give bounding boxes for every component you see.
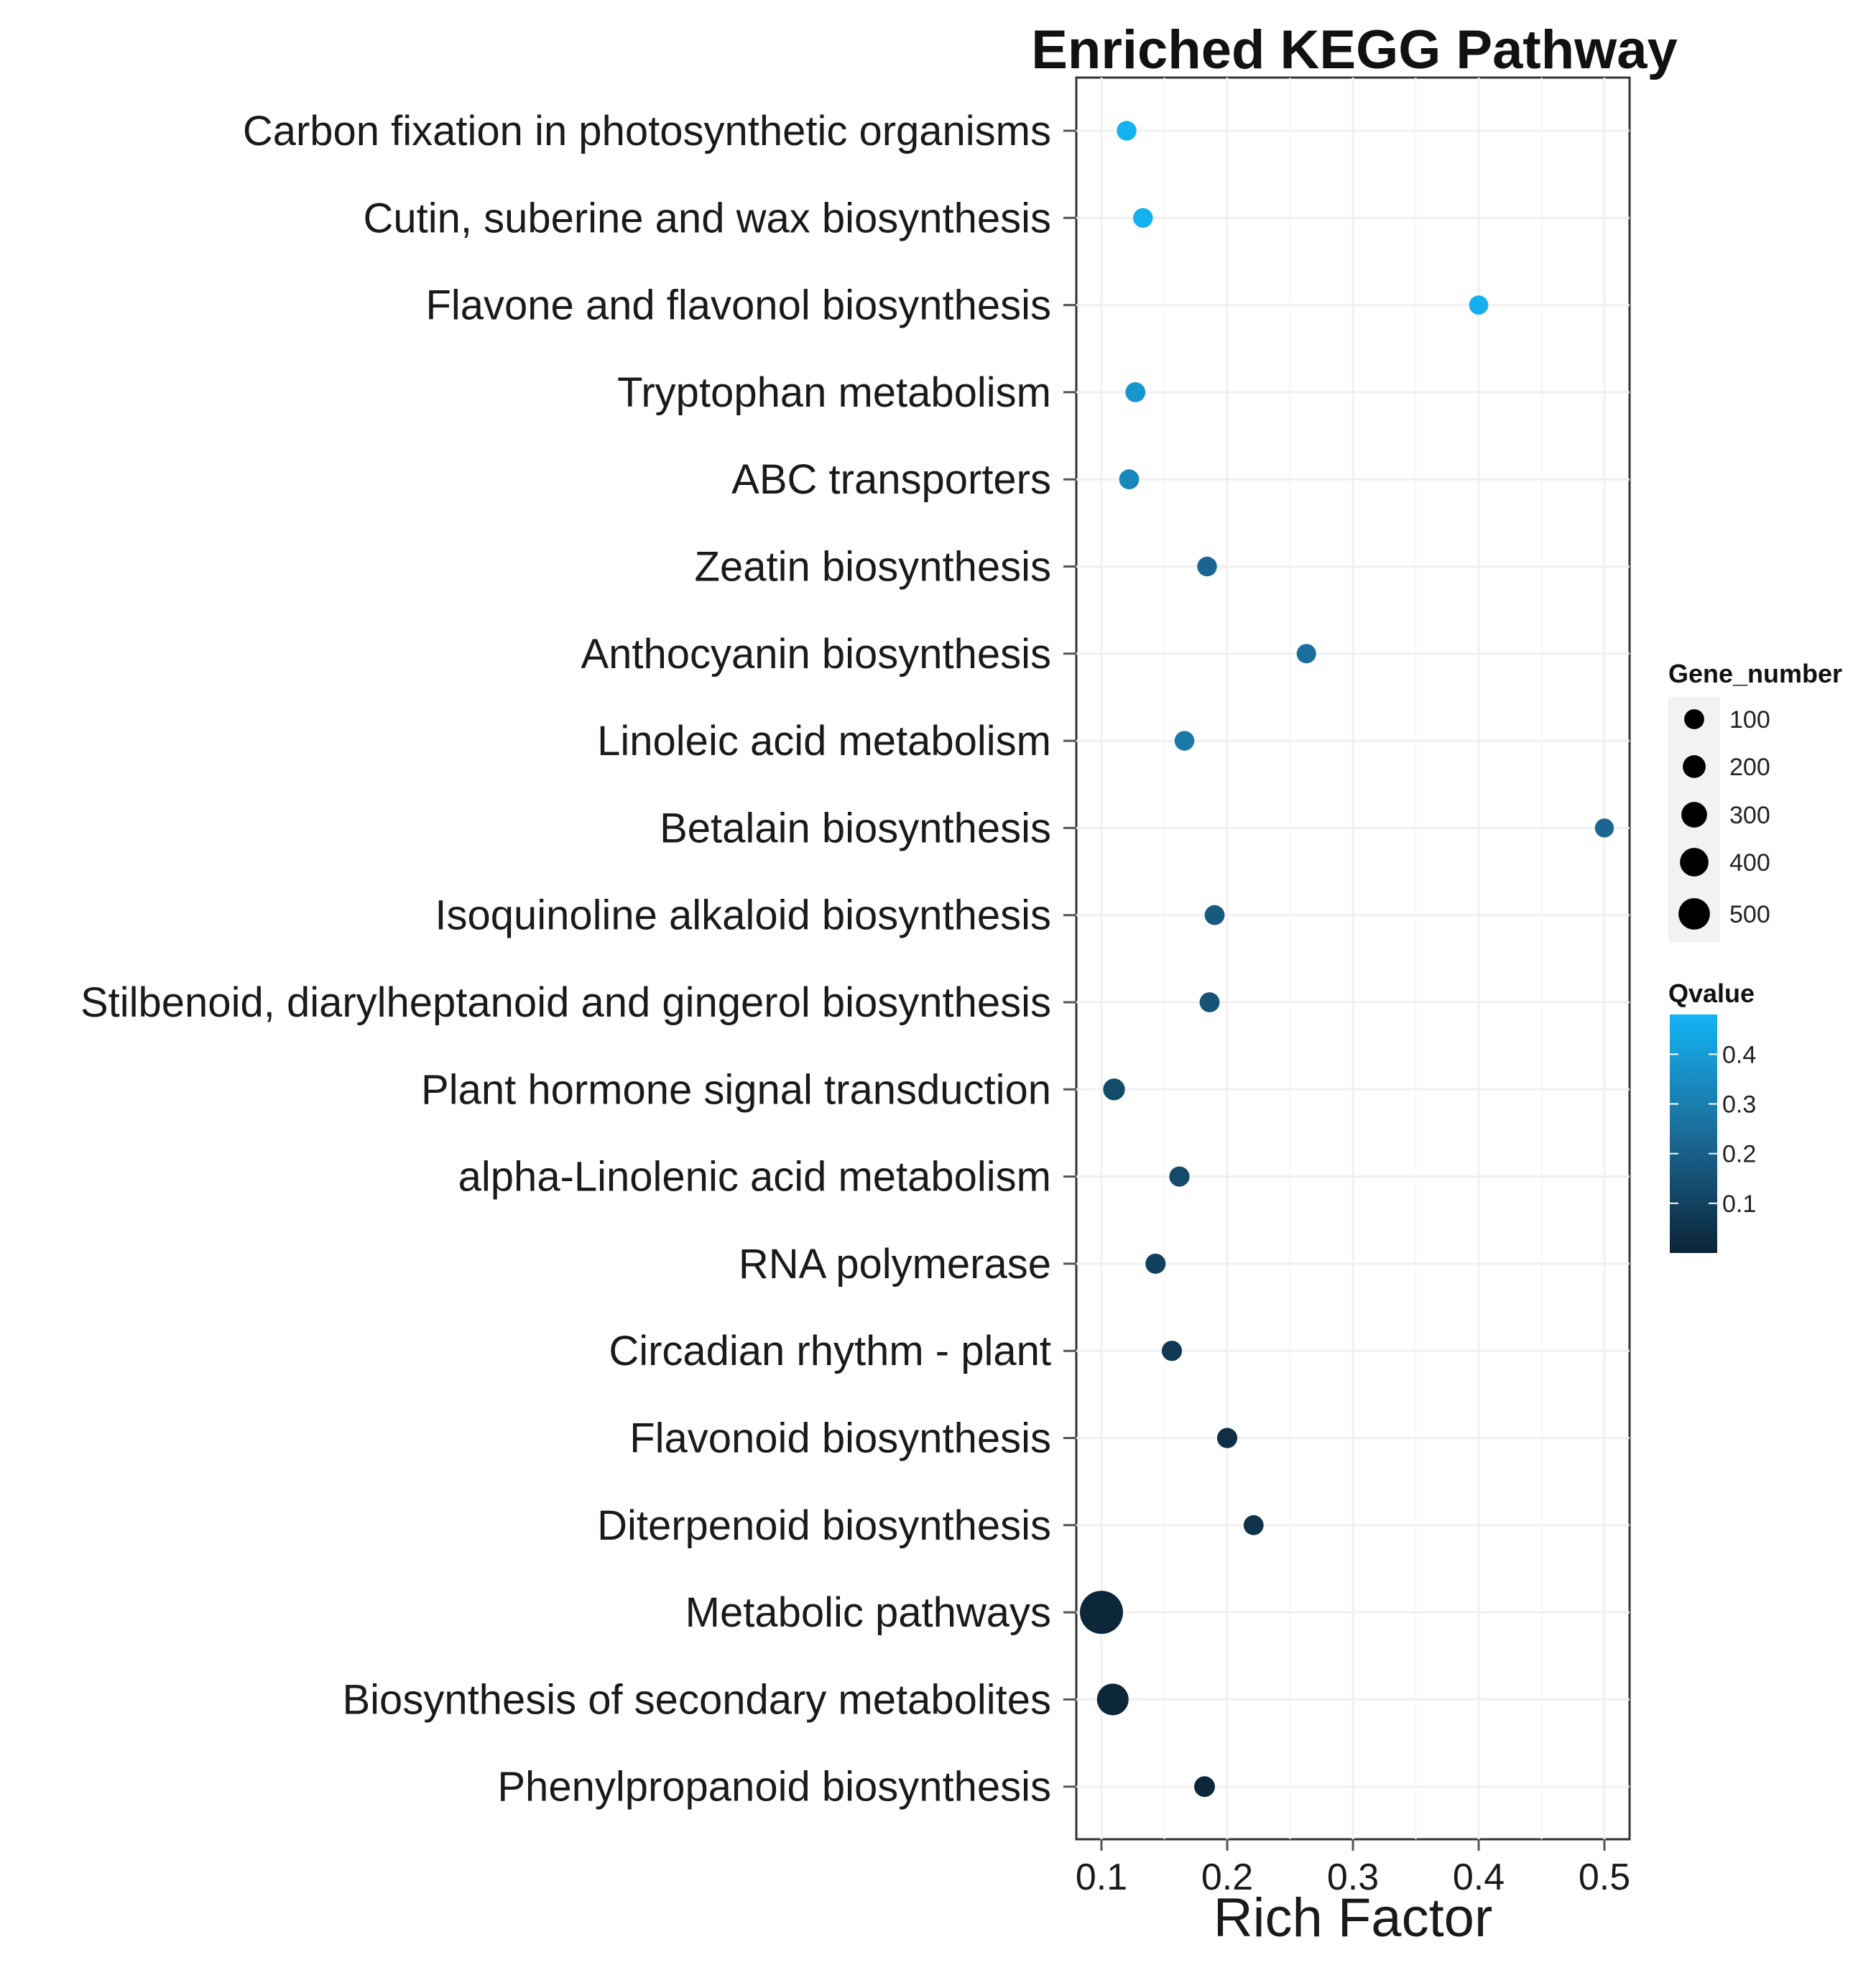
y-tick-label: Circadian rhythm - plant — [609, 1328, 1051, 1374]
data-point — [1594, 818, 1614, 838]
colorbar-tick-label: 0.2 — [1722, 1141, 1756, 1168]
y-tick-label: Zeatin biosynthesis — [695, 544, 1051, 591]
data-point — [1216, 1428, 1238, 1448]
y-tick-label: Linoleic acid metabolism — [597, 718, 1051, 764]
y-axis-ticks — [1063, 129, 1076, 1788]
size-legend-label: 400 — [1729, 849, 1770, 877]
x-axis: 0.1 0.2 0.3 0.4 0.5 — [1076, 1839, 1630, 1898]
size-legend-label: 200 — [1729, 754, 1770, 781]
grid-lines — [1076, 78, 1630, 1839]
colorbar-tick-label: 0.4 — [1722, 1041, 1756, 1068]
data-point — [1096, 1683, 1129, 1716]
y-tick-label: Biosynthesis of secondary metabolites — [342, 1676, 1051, 1723]
data-point — [1117, 121, 1137, 141]
data-point — [1145, 1253, 1166, 1274]
y-tick-label: Isoquinoline alkaloid biosynthesis — [435, 892, 1051, 939]
data-point — [1243, 1515, 1264, 1535]
data-point — [1194, 1776, 1215, 1798]
x-tick-label: 0.5 — [1579, 1857, 1630, 1898]
data-point — [1199, 992, 1220, 1012]
y-tick-label: Stilbenoid, diarylheptanoid and gingerol… — [80, 979, 1051, 1026]
y-tick-label: Anthocyanin biosynthesis — [581, 631, 1051, 678]
size-legend: Gene_number 100 200 300 400 500 — [1668, 659, 1842, 943]
x-tick-label: 0.4 — [1453, 1857, 1505, 1898]
size-legend-key — [1681, 802, 1707, 828]
x-tick-label: 0.2 — [1201, 1857, 1253, 1898]
size-legend-title: Gene_number — [1668, 659, 1842, 688]
size-legend-key — [1680, 848, 1709, 877]
size-legend-label: 100 — [1729, 706, 1770, 734]
y-tick-label: Metabolic pathways — [685, 1589, 1051, 1636]
size-legend-key — [1678, 898, 1710, 930]
data-point — [1174, 731, 1195, 751]
size-legend-label: 300 — [1729, 802, 1770, 829]
y-tick-label: Cutin, suberine and wax biosynthesis — [363, 195, 1051, 241]
y-tick-label: Tryptophan metabolism — [617, 369, 1051, 416]
qvalue-colorbar — [1670, 1014, 1717, 1253]
y-tick-label: Carbon fixation in photosynthetic organi… — [243, 108, 1051, 154]
y-tick-label: Phenylpropanoid biosynthesis — [497, 1764, 1051, 1811]
y-tick-label: Betalain biosynthesis — [660, 805, 1051, 851]
colorbar-tick-label: 0.1 — [1722, 1190, 1756, 1218]
data-point — [1197, 556, 1217, 577]
data-point — [1125, 382, 1146, 402]
color-legend: Qvalue 0.1 0.2 0.3 0.4 — [1668, 979, 1756, 1253]
y-tick-label: RNA polymerase — [739, 1241, 1051, 1287]
y-tick-label: ABC transporters — [731, 456, 1051, 503]
x-axis-title: Rich Factor — [1214, 1887, 1493, 1948]
size-legend-label: 500 — [1729, 901, 1770, 928]
chart-title: Enriched KEGG Pathway — [1031, 19, 1678, 80]
y-tick-label: Plant hormone signal transduction — [421, 1066, 1051, 1113]
data-point — [1161, 1341, 1183, 1361]
color-legend-title: Qvalue — [1668, 979, 1755, 1008]
data-point — [1204, 905, 1225, 925]
data-point — [1119, 469, 1140, 490]
data-point — [1296, 644, 1316, 664]
size-legend-key — [1683, 755, 1706, 778]
colorbar-tick-label: 0.3 — [1722, 1091, 1756, 1119]
y-axis-labels: Carbon fixation in photosynthetic organi… — [80, 108, 1051, 1811]
x-tick-label: 0.3 — [1327, 1857, 1379, 1898]
data-point — [1080, 1591, 1123, 1635]
y-tick-label: Flavonoid biosynthesis — [629, 1415, 1051, 1462]
size-legend-key — [1684, 709, 1704, 729]
data-point — [1169, 1166, 1190, 1187]
y-tick-label: Flavone and flavonol biosynthesis — [425, 282, 1051, 329]
data-point — [1133, 208, 1153, 228]
y-tick-label: Diterpenoid biosynthesis — [597, 1502, 1051, 1549]
data-points — [1080, 121, 1614, 1798]
data-point — [1469, 295, 1489, 315]
y-tick-label: alpha-Linolenic acid metabolism — [458, 1154, 1051, 1201]
x-tick-label: 0.1 — [1076, 1857, 1127, 1898]
data-point — [1103, 1078, 1125, 1101]
